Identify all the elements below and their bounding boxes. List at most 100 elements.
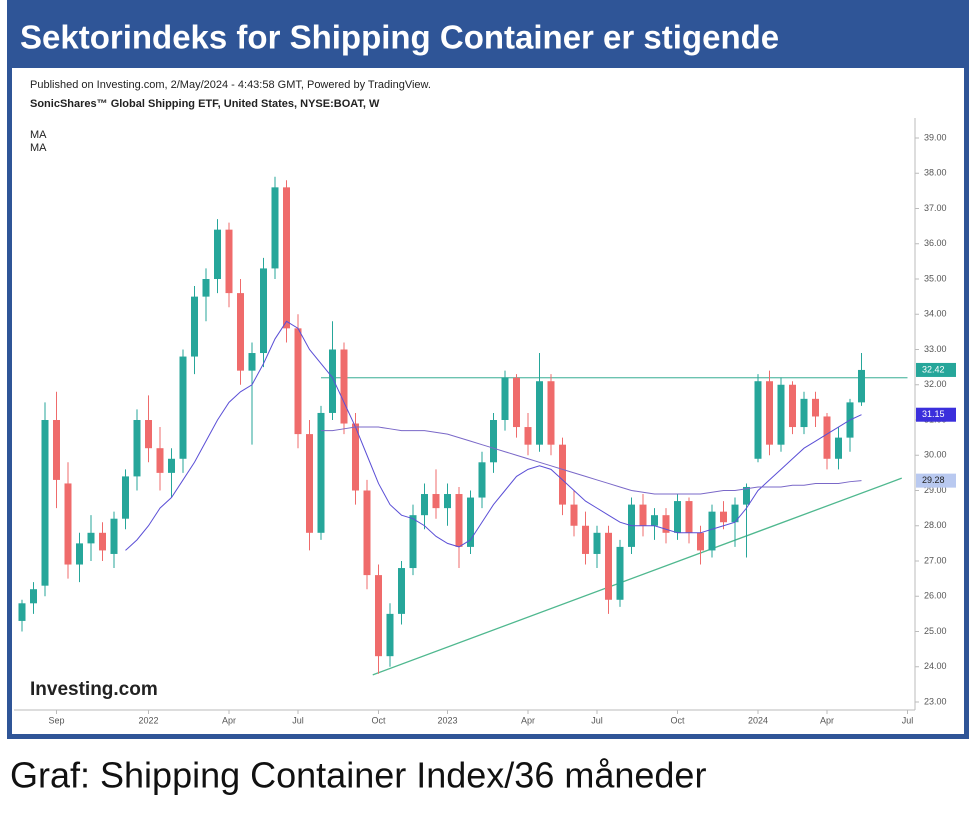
y-tick-label: 26.00	[924, 591, 947, 601]
moving-average	[125, 320, 862, 551]
caption: Graf: Shipping Container Index/36 månede…	[10, 755, 706, 796]
y-tick-label: 37.00	[924, 203, 947, 213]
candle-body	[639, 504, 647, 526]
candle-body	[76, 543, 83, 565]
candle-body	[99, 532, 106, 551]
candle-body	[329, 349, 336, 413]
candle-body	[306, 434, 313, 533]
price-tag	[916, 473, 956, 488]
candle-body	[835, 437, 842, 459]
x-tick-label: Apr	[820, 715, 834, 725]
candle-body	[110, 518, 118, 554]
candle-body	[375, 575, 382, 657]
candle-body	[179, 356, 187, 459]
candle-body	[490, 420, 497, 463]
x-tick-label: Apr	[521, 715, 535, 725]
moving-average	[321, 426, 862, 495]
candle-body	[777, 384, 785, 445]
x-tick-label: Jul	[292, 715, 304, 725]
candle-body	[524, 427, 532, 445]
x-tick-label: 2024	[748, 715, 768, 725]
candle-body	[260, 268, 267, 354]
chart-panel	[12, 68, 964, 734]
candle-body	[593, 532, 601, 554]
candle-body	[87, 532, 95, 544]
candle-body	[225, 229, 233, 294]
candle-body	[858, 369, 865, 403]
subtitle: Published on Investing.com, 2/May/2024 -…	[30, 79, 431, 91]
candle-body	[766, 381, 773, 445]
candle-body	[570, 504, 578, 526]
y-tick-label: 33.00	[924, 344, 947, 354]
y-tick-label: 36.00	[924, 238, 947, 248]
y-tick-label: 24.00	[924, 661, 947, 671]
y-tick-label: 27.00	[924, 555, 947, 565]
logo: Investing.com	[30, 679, 158, 700]
x-tick-label: Jul	[591, 715, 603, 725]
x-tick-label: Oct	[371, 715, 386, 725]
candle-body	[191, 296, 198, 357]
candle-body	[271, 187, 279, 269]
candle-body	[444, 494, 451, 509]
candle-body	[409, 515, 417, 569]
candle-body	[248, 353, 256, 371]
x-tick-label: Apr	[222, 715, 236, 725]
y-tick-label: 35.00	[924, 273, 947, 283]
chart-title: Sektorindeks for Shipping Container er s…	[20, 19, 779, 56]
candle-body	[513, 377, 520, 428]
candle-body	[455, 494, 463, 547]
candle-body	[214, 229, 221, 279]
candle-body	[662, 515, 670, 533]
candle-body	[478, 462, 486, 498]
candle-body	[30, 589, 37, 604]
candle-body	[547, 381, 555, 445]
y-tick-label: 39.00	[924, 132, 947, 142]
price-tag-label: 32.42	[922, 364, 945, 374]
price-tag	[916, 407, 956, 422]
candle-body	[283, 187, 290, 329]
x-tick-label: Oct	[670, 715, 685, 725]
candle-body	[237, 293, 244, 371]
candle-body	[731, 504, 739, 523]
y-tick-label: 23.00	[924, 696, 947, 706]
candle-body	[64, 483, 72, 565]
price-tag-label: 29.28	[922, 475, 945, 485]
x-tick-label: 2023	[437, 715, 457, 725]
candle-body	[800, 398, 808, 428]
trend-line	[372, 477, 902, 676]
candle-body	[145, 420, 152, 449]
candle-body	[53, 420, 60, 480]
candle-body	[340, 349, 348, 424]
candle-body	[697, 532, 704, 551]
candle-body	[720, 511, 727, 523]
candle-body	[122, 476, 129, 519]
legend-entry: MA	[30, 142, 47, 154]
candle-body	[743, 486, 750, 505]
y-tick-label: 38.00	[924, 168, 947, 178]
price-tag-label: 31.15	[922, 409, 945, 419]
candle-body	[823, 416, 831, 459]
candle-body	[386, 613, 394, 657]
candle-body	[18, 603, 26, 621]
candle-body	[133, 420, 141, 477]
candle-body	[812, 398, 819, 417]
candle-body	[674, 501, 681, 533]
x-tick-label: 2022	[138, 715, 158, 725]
y-tick-label: 25.00	[924, 626, 947, 636]
candle-body	[202, 279, 210, 297]
price-tag	[916, 362, 956, 377]
y-tick-label: 32.00	[924, 379, 947, 389]
candle-body	[789, 384, 796, 428]
candle-body	[363, 490, 371, 576]
candle-body	[467, 497, 474, 547]
candle-body	[156, 448, 164, 473]
candle-body	[501, 377, 509, 420]
candle-body	[559, 444, 566, 505]
y-tick-label: 28.00	[924, 520, 947, 530]
candle-body	[41, 420, 49, 586]
candle-body	[685, 501, 693, 533]
x-tick-label: Sep	[48, 715, 64, 725]
y-tick-label: 30.00	[924, 450, 947, 460]
y-tick-label: 29.00	[924, 485, 947, 495]
